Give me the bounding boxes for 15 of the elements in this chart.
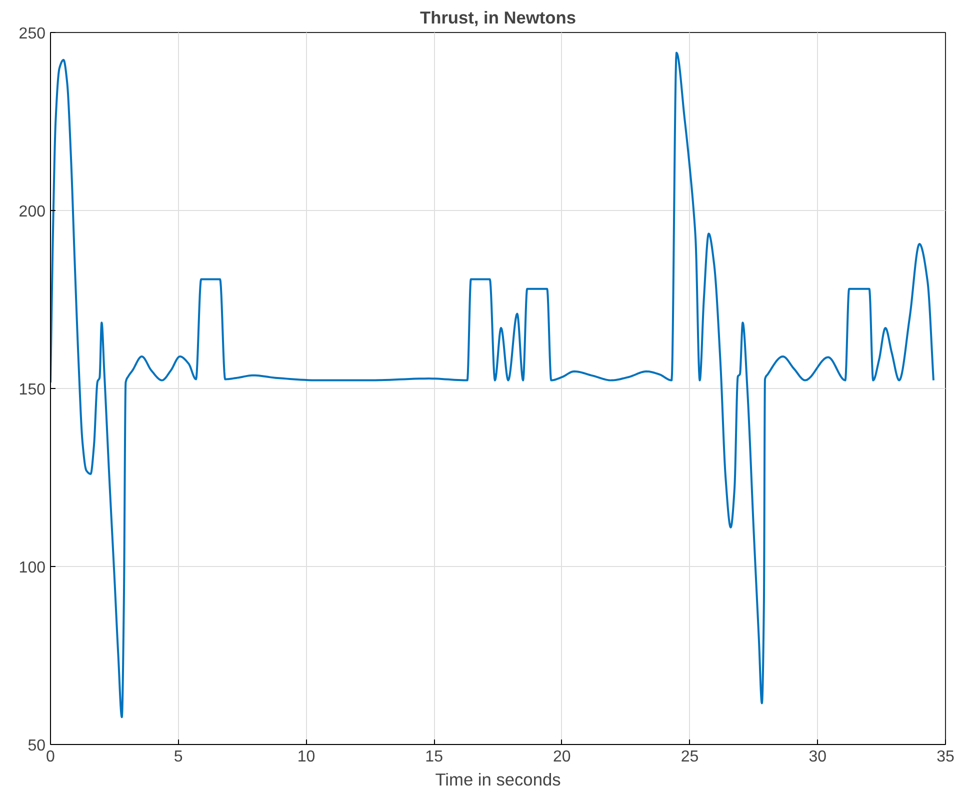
- y-tick-label: 50: [28, 738, 46, 754]
- y-tick-label: 100: [18, 560, 46, 576]
- x-axis-title: Time in seconds: [435, 770, 562, 790]
- x-tick-label: 30: [808, 748, 827, 766]
- x-tick-label: 25: [680, 748, 699, 766]
- x-tick-label: 10: [297, 748, 316, 766]
- x-tick-label: 15: [425, 748, 444, 766]
- y-tick-label: 150: [18, 382, 46, 398]
- y-tick-label: 200: [18, 204, 46, 220]
- x-tick-label: 5: [174, 748, 183, 766]
- x-tick-label: 20: [553, 748, 571, 766]
- x-tick-label: 0: [46, 748, 56, 766]
- x-tick-label: 35: [936, 748, 954, 766]
- y-tick-label: 250: [18, 26, 46, 42]
- chart-title: Thrust, in Newtons: [420, 8, 576, 28]
